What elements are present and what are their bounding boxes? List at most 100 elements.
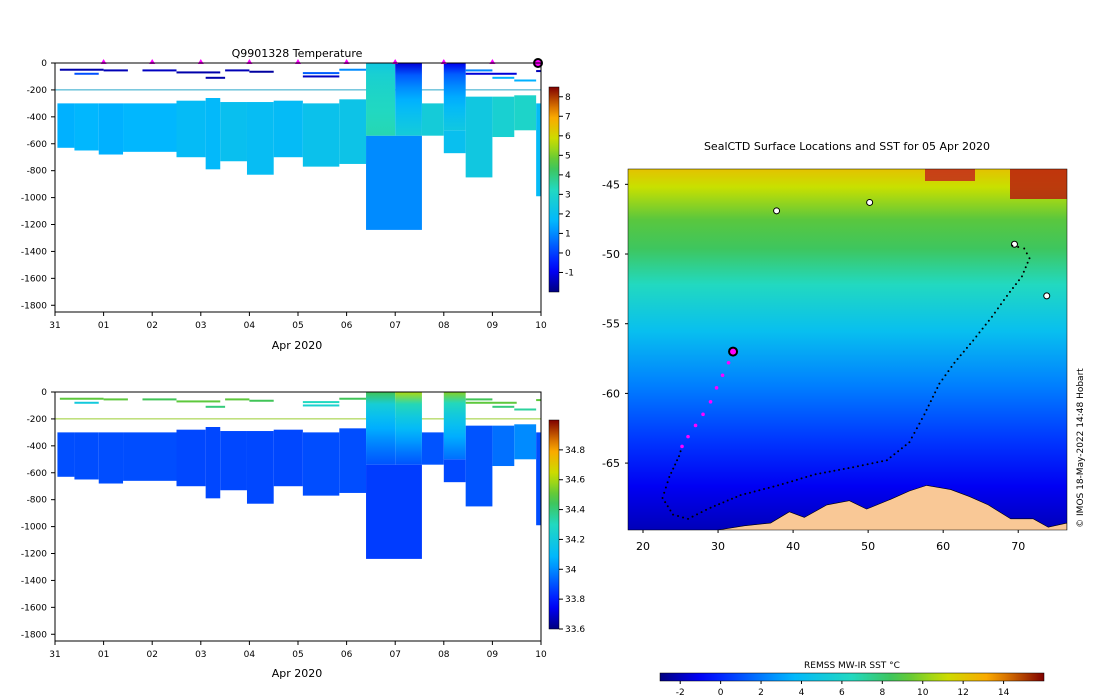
track-point bbox=[897, 450, 900, 453]
profile-block bbox=[176, 100, 206, 158]
surface-sample-line bbox=[536, 70, 541, 73]
x-tick-label: 04 bbox=[244, 321, 256, 331]
map-latitude-axis: -45 -50 -55 -60 -65 bbox=[602, 178, 628, 470]
x-tick-label: 03 bbox=[195, 650, 206, 660]
track-point bbox=[786, 481, 789, 484]
profile-block bbox=[492, 96, 515, 138]
profile-block bbox=[536, 432, 541, 526]
credit-text: © IMOS 18-May-2022 14:48 Hobart bbox=[1076, 368, 1086, 528]
track-point bbox=[753, 490, 756, 493]
track-point bbox=[885, 459, 888, 462]
colorbar-tick-label: 34.2 bbox=[565, 535, 585, 545]
y-tick-label: -200 bbox=[27, 415, 48, 425]
track-point bbox=[669, 509, 672, 512]
sst-map-panel: SealCTD Surface Locations and SST for 05… bbox=[602, 140, 1086, 698]
colorbar-tick-label: 8 bbox=[565, 93, 571, 103]
x-tick-label: 08 bbox=[438, 650, 450, 660]
y-tick-label: -1400 bbox=[21, 247, 47, 257]
temperature-x-axis: 31 01 02 03 04 05 06 07 08 09 10 bbox=[49, 312, 547, 331]
track-point bbox=[763, 488, 766, 491]
track-point bbox=[672, 467, 675, 470]
surface-sample-line bbox=[514, 79, 537, 82]
recent-positions bbox=[680, 360, 731, 449]
colorbar-tick-label: 3 bbox=[565, 190, 571, 200]
surface-sample-line bbox=[59, 397, 104, 400]
track-point bbox=[682, 516, 685, 519]
track-point bbox=[1011, 287, 1014, 290]
track-point bbox=[889, 456, 892, 459]
surface-sample-line bbox=[103, 69, 128, 72]
temperature-title: Q9901328 Temperature bbox=[232, 47, 363, 60]
y-tick-label: -1800 bbox=[21, 301, 47, 311]
track-point bbox=[696, 513, 699, 516]
track-point bbox=[758, 489, 761, 492]
lat-tick-label: -45 bbox=[602, 178, 620, 191]
antarctica bbox=[717, 485, 1067, 530]
track-point bbox=[965, 346, 968, 349]
track-point bbox=[735, 495, 738, 498]
track-point bbox=[661, 496, 664, 499]
salinity-plot-area bbox=[55, 392, 541, 559]
sst-colorbar-tick-label: 14 bbox=[998, 688, 1010, 698]
track-point bbox=[913, 431, 916, 434]
colorbar-tick-label: 6 bbox=[565, 132, 571, 142]
track-point bbox=[920, 417, 923, 420]
recent-position bbox=[686, 434, 690, 439]
sst-colorbar-tick-label: 2 bbox=[758, 688, 764, 698]
sst-colorbar-tick-label: 6 bbox=[839, 688, 845, 698]
profile-block bbox=[205, 426, 221, 499]
track-point bbox=[718, 503, 721, 506]
profile-block bbox=[421, 103, 444, 136]
sst-colorbar-tick-label: 0 bbox=[718, 688, 724, 698]
track-point bbox=[1024, 266, 1027, 269]
surface-sample-line bbox=[302, 401, 340, 404]
surface-sample-line bbox=[225, 398, 250, 401]
y-tick-label: -600 bbox=[27, 469, 48, 479]
x-tick-label: 06 bbox=[341, 321, 353, 331]
profile-block bbox=[492, 425, 515, 467]
profile-block bbox=[366, 135, 422, 230]
surface-sample-line bbox=[205, 405, 226, 408]
salinity-x-axis: 31 01 02 03 04 05 06 07 08 09 10 bbox=[49, 641, 547, 660]
lon-tick-label: 70 bbox=[1011, 540, 1025, 553]
surface-sample-line bbox=[465, 72, 517, 75]
surface-sample-line bbox=[465, 69, 493, 72]
lon-tick-label: 20 bbox=[636, 540, 650, 553]
profile-block bbox=[465, 96, 493, 178]
surface-sample-line bbox=[302, 72, 340, 75]
track-point bbox=[666, 505, 669, 508]
track-point bbox=[904, 444, 907, 447]
y-tick-label: 0 bbox=[41, 59, 47, 69]
track-point bbox=[923, 413, 926, 416]
track-point bbox=[981, 327, 984, 330]
profile-block bbox=[302, 103, 340, 167]
lat-tick-label: -50 bbox=[602, 248, 620, 261]
x-tick-label: 07 bbox=[389, 321, 400, 331]
track-point bbox=[842, 468, 845, 471]
sst-colorbar-tick-label: 10 bbox=[917, 688, 929, 698]
x-tick-label: 08 bbox=[438, 321, 450, 331]
track-point bbox=[677, 515, 680, 518]
track-point bbox=[1008, 290, 1011, 293]
track-point bbox=[670, 471, 673, 474]
surface-sample-line bbox=[142, 398, 177, 401]
colorbar-tick-label: 34.8 bbox=[565, 446, 585, 456]
surface-sample-line bbox=[514, 408, 537, 411]
track-point bbox=[978, 331, 981, 334]
track-point bbox=[947, 370, 950, 373]
track-point bbox=[795, 478, 798, 481]
track-point bbox=[1005, 294, 1008, 297]
x-tick-label: 09 bbox=[487, 650, 499, 660]
sst-colorbar-tick-label: 4 bbox=[799, 688, 805, 698]
track-point bbox=[726, 499, 729, 502]
x-tick-label: 09 bbox=[487, 321, 499, 331]
profile-block bbox=[514, 95, 537, 131]
track-point bbox=[1023, 247, 1026, 250]
track-point bbox=[856, 465, 859, 468]
track-point bbox=[805, 476, 808, 479]
temperature-colorbar-ticks: -1 0 1 2 3 4 5 6 7 8 bbox=[559, 93, 574, 278]
surface-sample-line bbox=[302, 75, 340, 78]
y-tick-label: -1600 bbox=[21, 274, 47, 284]
y-tick-label: -800 bbox=[27, 496, 48, 506]
